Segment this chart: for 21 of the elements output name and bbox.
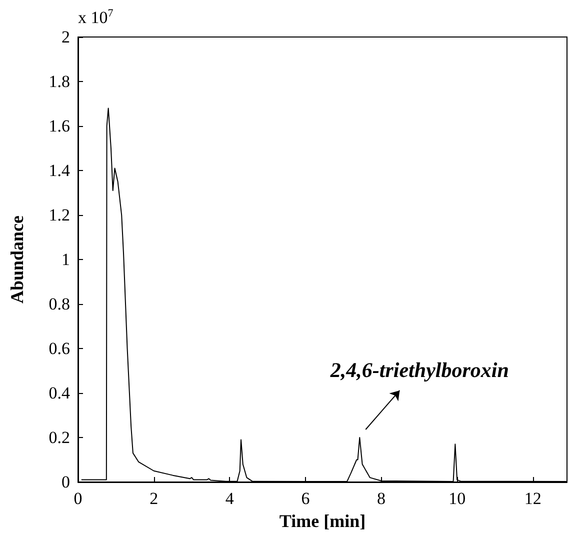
y-tick-label: 0: [62, 472, 70, 492]
x-tick-label: 8: [377, 489, 386, 508]
y-tick-label: 1: [62, 250, 70, 269]
y-tick-label: 1.6: [48, 116, 70, 136]
y-tick-label: 1.8: [48, 72, 70, 91]
y-axis-title: Abundance: [7, 215, 27, 304]
y-tick-label: 1.2: [48, 206, 70, 224]
y-tick-label: 0.8: [48, 294, 70, 314]
x-tick-label: 2: [150, 489, 158, 508]
y-tick-label: 0.4: [48, 384, 70, 402]
x-tick-label: 12: [524, 489, 542, 508]
x-axis-title: Time [min]: [279, 511, 366, 531]
y-tick-label: 1.4: [48, 161, 70, 180]
y-tick-label: 0.2: [48, 428, 70, 447]
y-tick-label: 0.6: [48, 339, 70, 358]
annotation: 2,4,6-triethylboroxin: [329, 358, 509, 382]
x-tick-label: 10: [448, 489, 466, 508]
x-tick-label: 4: [225, 489, 234, 508]
x-tick-label: 6: [301, 489, 310, 508]
x-tick-label: 0: [74, 489, 82, 508]
y-tick-label: 2: [62, 28, 70, 46]
